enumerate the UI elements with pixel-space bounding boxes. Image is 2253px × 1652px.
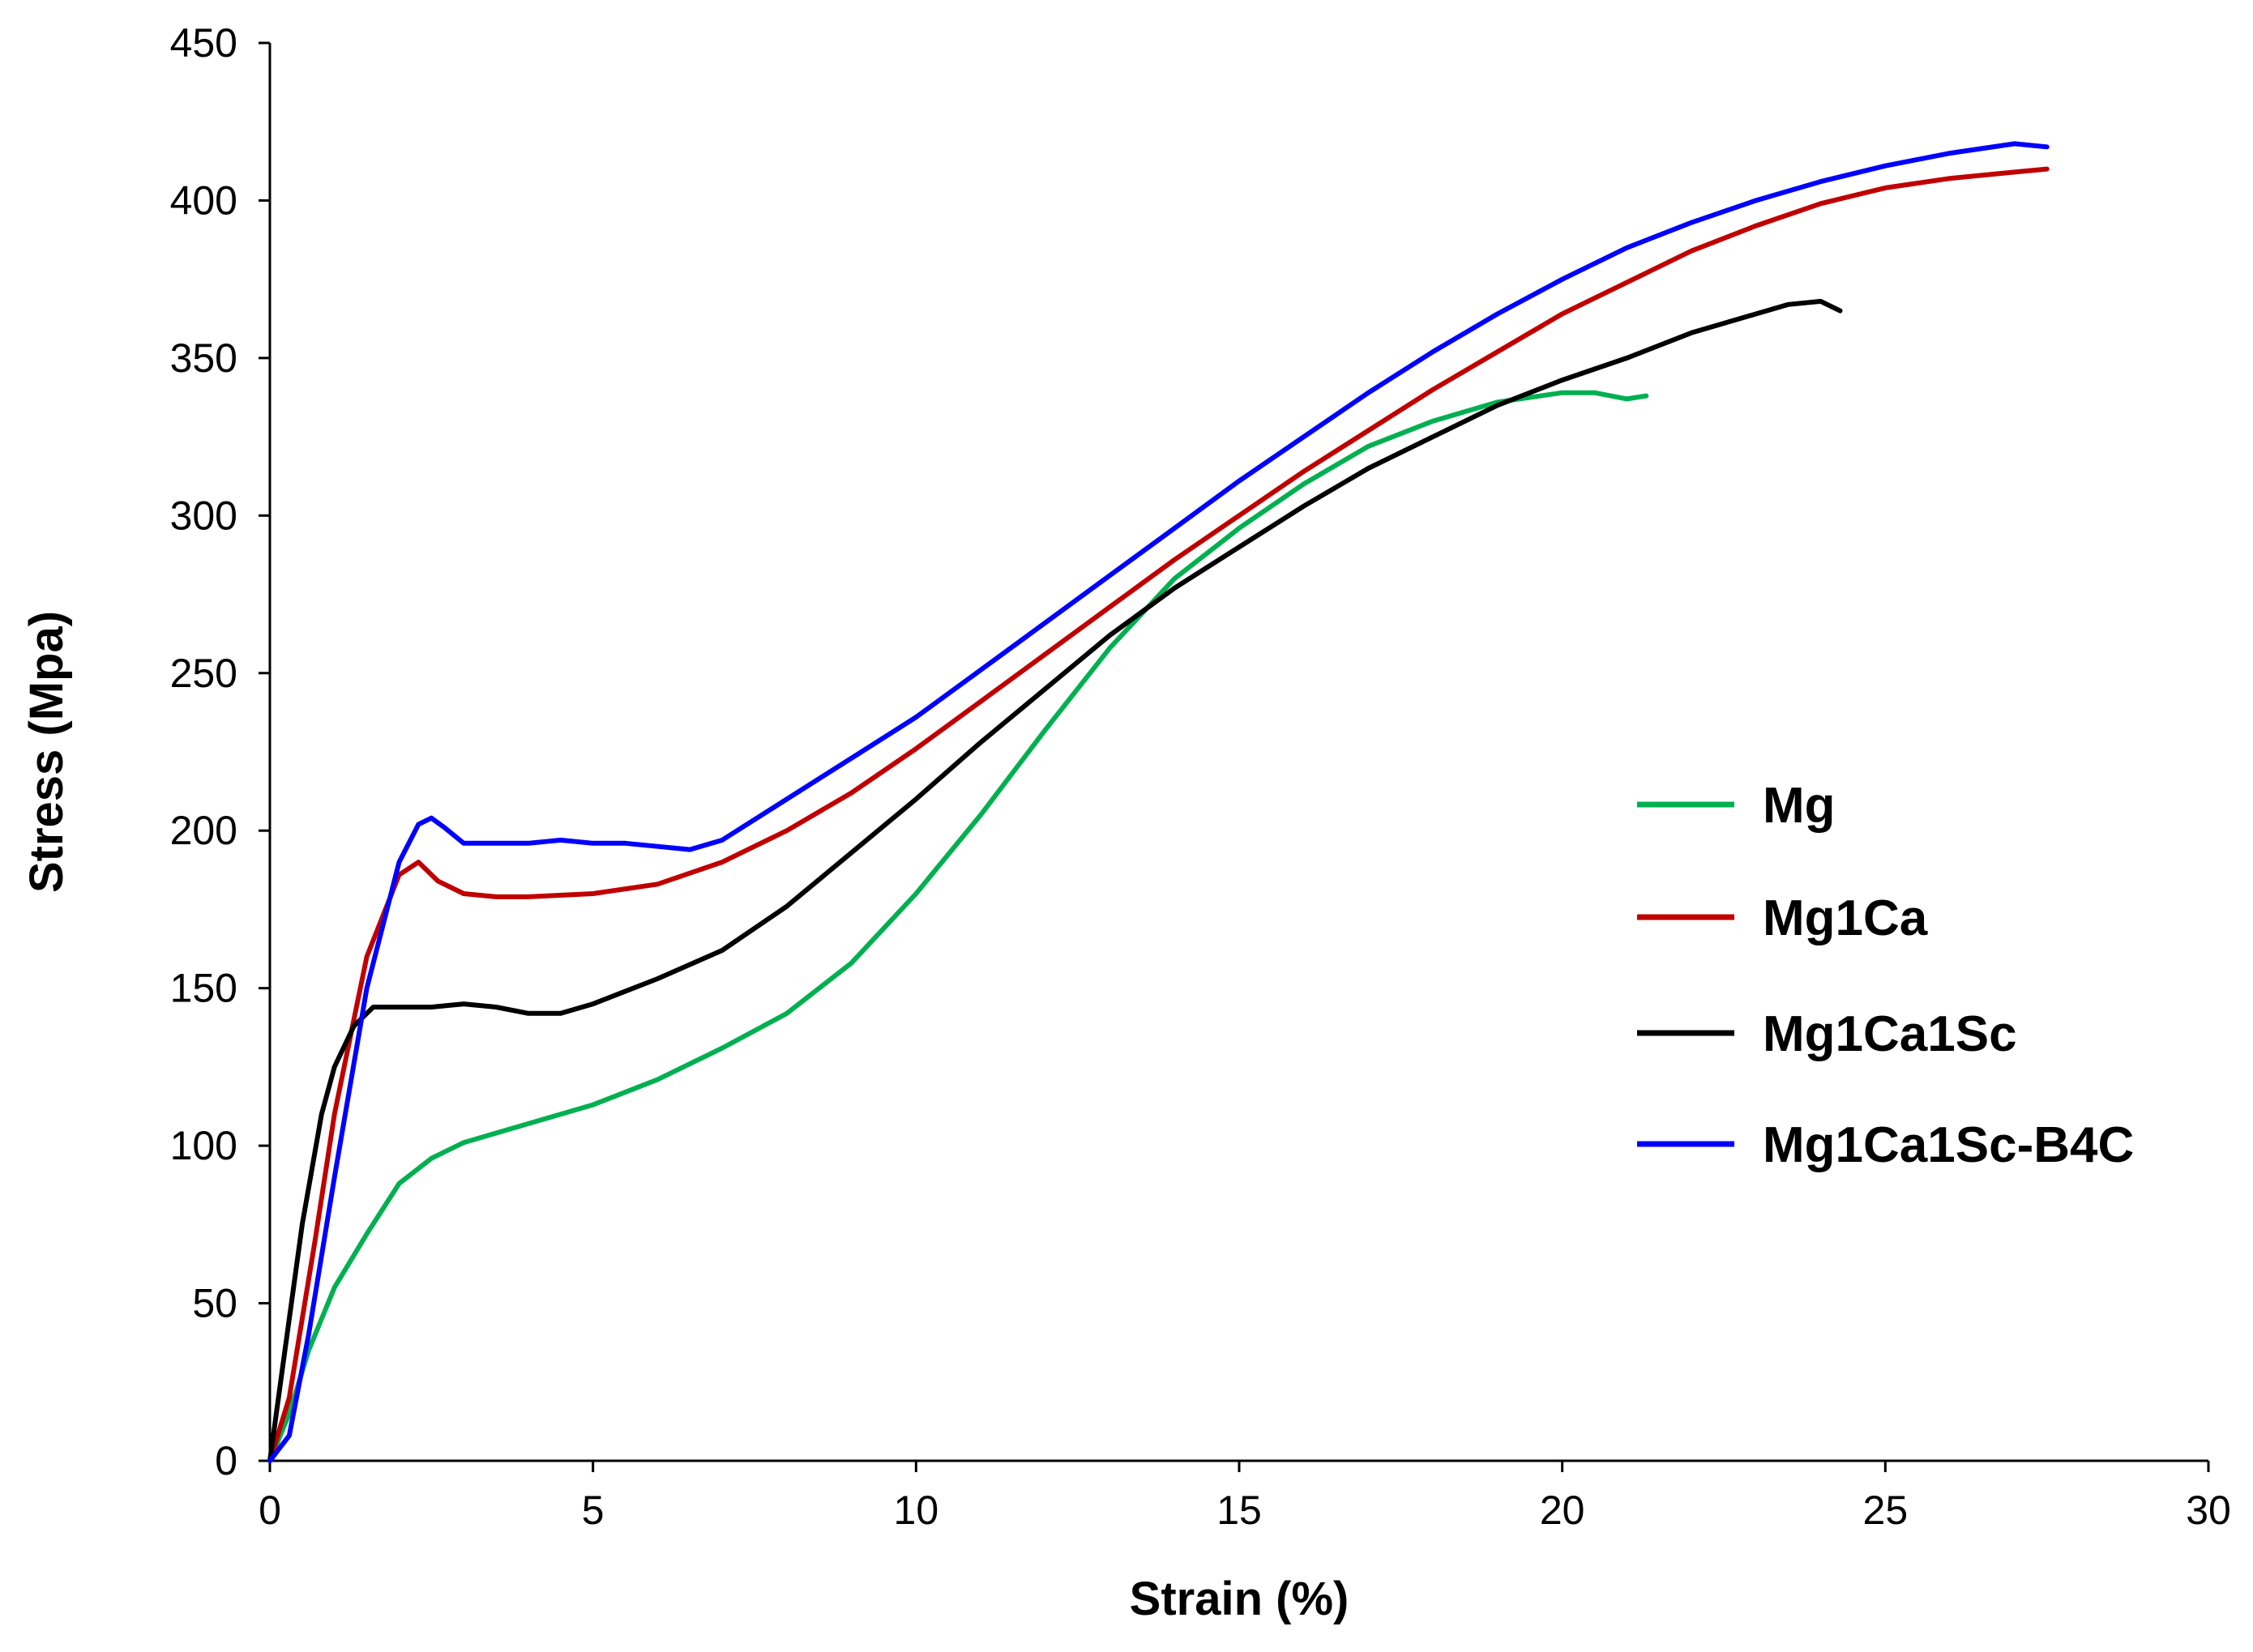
legend-label-mg1ca1sc: Mg1Ca1Sc: [1763, 1006, 2017, 1062]
y-tick-label: 350: [170, 335, 237, 381]
legend: Mg Mg1Ca Mg1Ca1Sc Mg1Ca1Sc-B4C: [1637, 778, 2134, 1173]
stress-strain-chart: 0 50 100 150 200 250 300 350 400 450 0 5 10 15 20 25 30 …: [0, 0, 2253, 1648]
series-line-mg1ca1sc: [270, 301, 1840, 1461]
y-tick-label: 50: [192, 1281, 237, 1326]
x-tick-label: 0: [259, 1488, 281, 1533]
x-axis-title: Strain (%): [1130, 1573, 1349, 1625]
tick-labels: 0 50 100 150 200 250 300 350 400 450 0 5 10 15 20 25 30: [170, 20, 2231, 1533]
y-tick-label: 200: [170, 808, 237, 853]
x-tick-label: 25: [1863, 1488, 1909, 1533]
y-tick-label: 0: [215, 1438, 237, 1483]
series-line-mg: [270, 393, 1646, 1461]
chart-canvas: 0501001502002503003504004500 5 10 15 20 25 30 …: [0, 0, 2253, 1648]
y-tick-label: 150: [170, 966, 237, 1011]
y-tick-label: 100: [170, 1123, 237, 1168]
y-tick-label: 250: [170, 651, 237, 696]
axes: [259, 43, 2208, 1472]
y-tick-label: 450: [170, 20, 237, 66]
legend-label-mg1ca1sc-b4c: Mg1Ca1Sc-B4C: [1763, 1117, 2134, 1173]
y-tick-label: 400: [170, 177, 237, 223]
x-tick-label: 10: [894, 1488, 939, 1533]
x-tick-label: 30: [2186, 1488, 2231, 1533]
x-tick-label: 5: [582, 1488, 605, 1533]
y-axis-title: Stress (Mpa): [20, 611, 73, 893]
legend-label-mg: Mg: [1763, 778, 1836, 834]
x-tick-label: 20: [1540, 1488, 1585, 1533]
legend-label-mg1ca: Mg1Ca: [1763, 890, 1928, 946]
y-tick-label: 300: [170, 493, 237, 538]
x-tick-label: 15: [1216, 1488, 1262, 1533]
